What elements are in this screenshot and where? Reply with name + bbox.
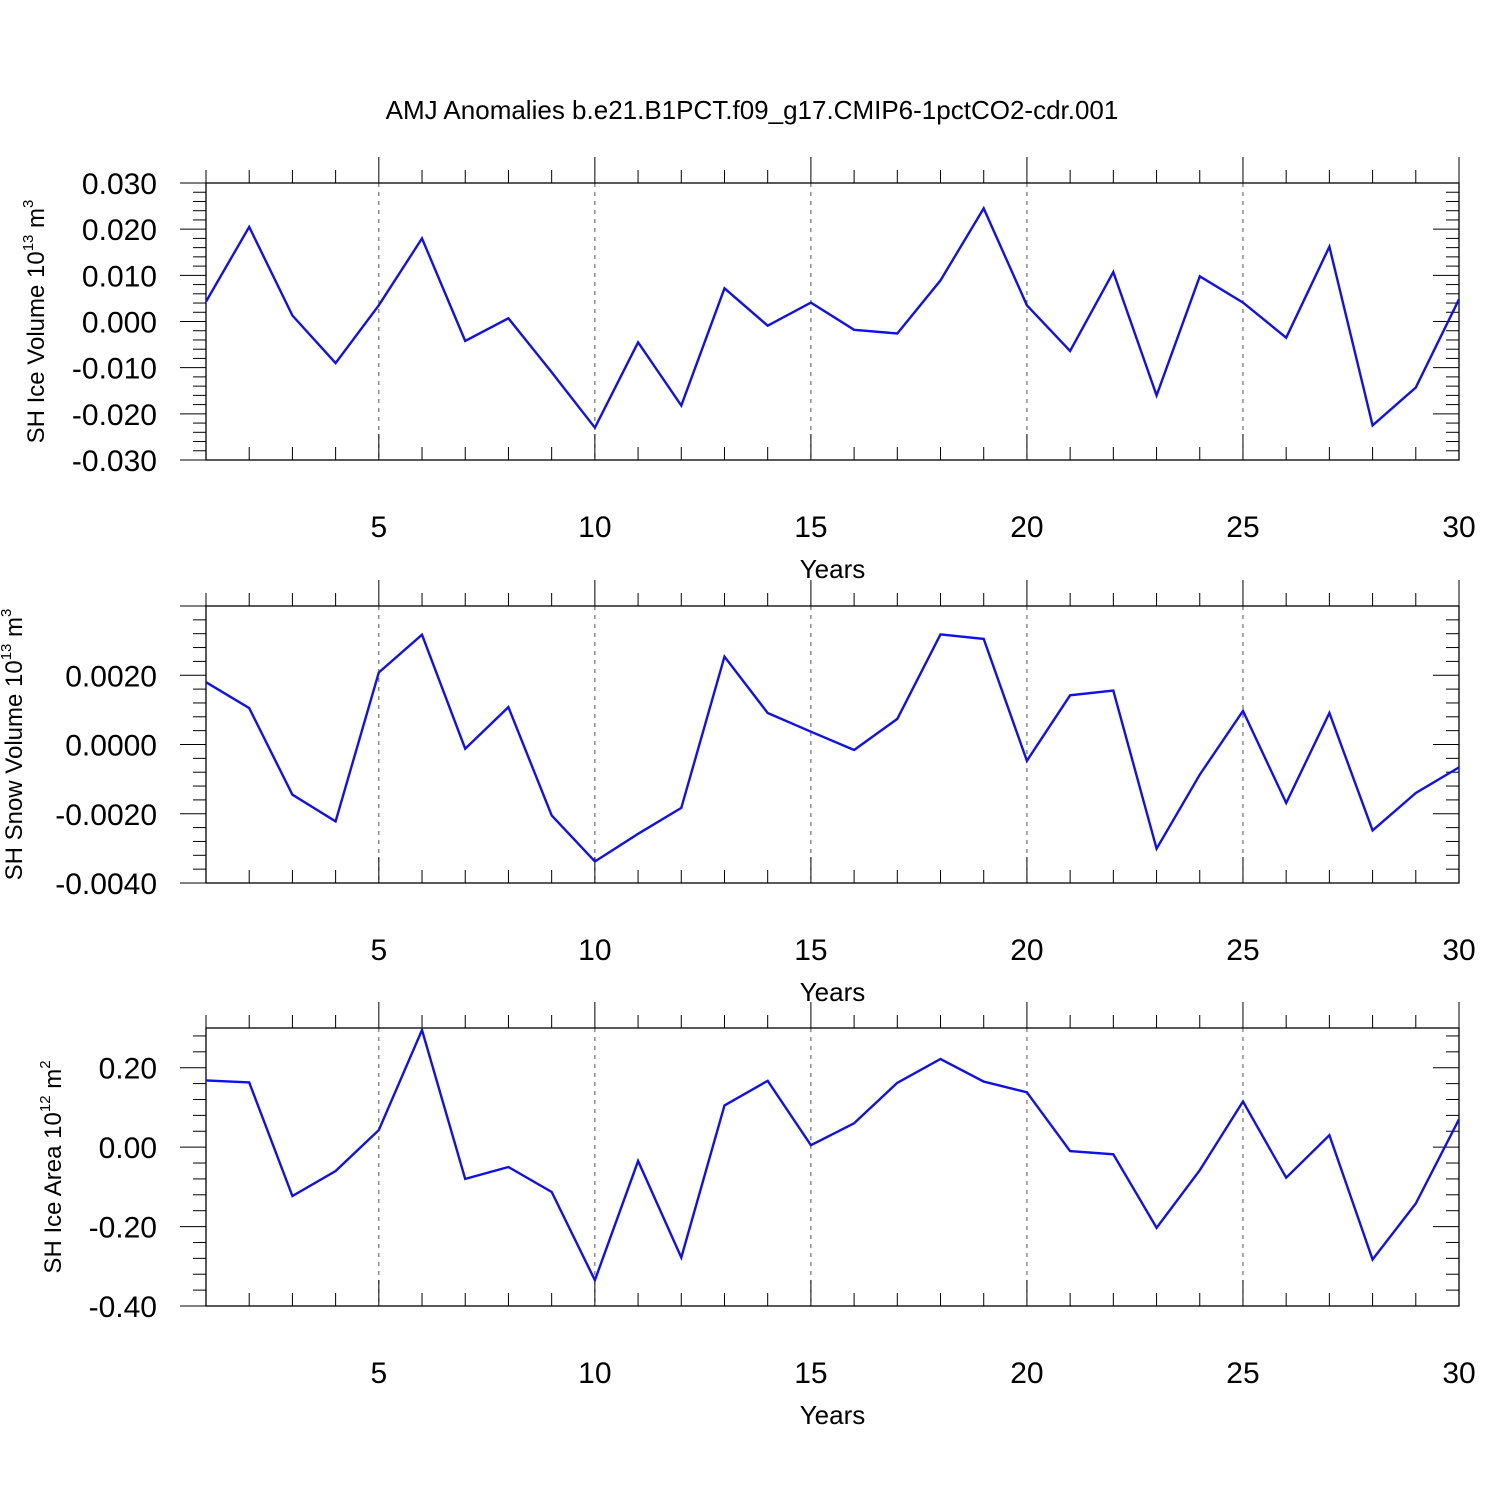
x-tick-label: 30	[1442, 511, 1475, 544]
plot-frame	[205, 182, 1460, 461]
plot-frame	[205, 1027, 1460, 1307]
x-axis-label: Years	[800, 977, 866, 1007]
plot-frame	[205, 605, 1460, 884]
series-line	[204, 205, 1461, 430]
x-tick-label: 10	[578, 934, 611, 967]
x-tick-label: 25	[1226, 511, 1259, 544]
x-tick-label: 10	[578, 1357, 611, 1390]
y-axis-label: SH Snow Volume 1013 m3	[0, 609, 28, 881]
x-tick-label: 15	[794, 511, 827, 544]
y-tick-label: -0.030	[72, 445, 157, 478]
y-tick-label: -0.0040	[55, 868, 157, 901]
x-tick-label: 5	[370, 1357, 387, 1390]
x-tick-label: 20	[1010, 934, 1043, 967]
x-tick-label: 5	[370, 511, 387, 544]
x-tick-label: 5	[370, 934, 387, 967]
y-tick-label: 0.0020	[65, 660, 157, 693]
series-line	[205, 1026, 1461, 1284]
y-tick-label: 0.020	[82, 214, 157, 247]
x-tick-label: 25	[1226, 1357, 1259, 1390]
y-tick-label: 0.030	[82, 168, 157, 201]
y-tick-label: 0.000	[82, 307, 157, 340]
y-tick-label: -0.010	[72, 353, 157, 386]
x-tick-label: 15	[794, 934, 827, 967]
y-axis-label: SH Ice Area 1012 m2	[37, 1060, 67, 1273]
y-axis-label: SH Ice Volume 1013 m3	[20, 200, 50, 444]
x-tick-label: 20	[1010, 511, 1043, 544]
panel-2: 0.0020 0.0000 -0.0020 -0.0040 5 10 15 20 25 30 Yea…	[0, 580, 1476, 1007]
x-tick-label: 10	[578, 511, 611, 544]
series-line	[205, 632, 1460, 864]
x-axis-label: Years	[800, 554, 866, 584]
y-tick-label: 0.0000	[65, 730, 157, 763]
y-tick-label: 0.20	[99, 1053, 157, 1086]
x-tick-label: 15	[794, 1357, 827, 1390]
x-tick-label: 30	[1442, 1357, 1475, 1390]
x-axis-label: Years	[800, 1400, 866, 1430]
x-tick-label: 30	[1442, 934, 1475, 967]
chart-title: AMJ Anomalies b.e21.B1PCT.f09_g17.CMIP6-…	[386, 95, 1119, 125]
y-tick-label: 0.010	[82, 260, 157, 293]
panel-1: 0.030 0.020 0.010 0.000 -0.010 -0.020 -0.030 5 1…	[20, 157, 1476, 584]
y-tick-label: -0.20	[89, 1212, 157, 1245]
x-tick-label: 25	[1226, 934, 1259, 967]
panels: 0.030 0.020 0.010 0.000 -0.010 -0.020 -0.030 5 1…	[0, 157, 1476, 1430]
y-tick-label: 0.00	[99, 1132, 157, 1165]
y-tick-label: -0.020	[72, 399, 157, 432]
panel-3: 0.20 0.00 -0.20 -0.40 5 10 15 20 25 30 Years SH Ice…	[37, 1002, 1476, 1430]
x-tick-label: 20	[1010, 1357, 1043, 1390]
y-tick-label: -0.40	[89, 1291, 157, 1324]
y-tick-label: -0.0020	[55, 799, 157, 832]
